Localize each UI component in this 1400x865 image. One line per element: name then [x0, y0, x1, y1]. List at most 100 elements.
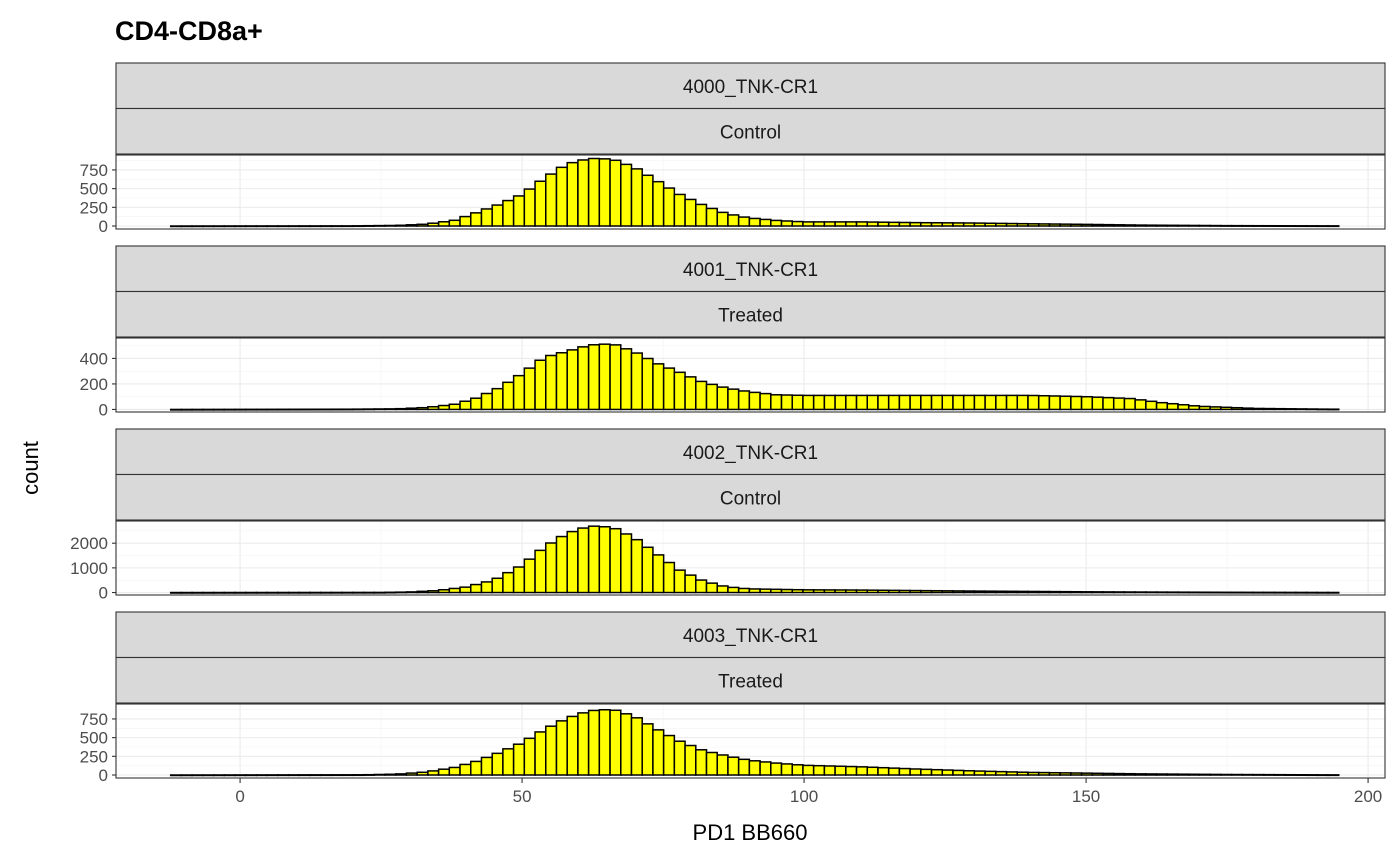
histogram-bar [652, 554, 665, 594]
histogram-bar [202, 591, 215, 594]
histogram-bar [234, 774, 247, 777]
strip-bottom-box [115, 107, 1386, 155]
histogram-bar [1080, 591, 1094, 594]
histogram-bar [502, 748, 515, 776]
histogram-bar [866, 394, 879, 411]
histogram-bar [352, 591, 365, 594]
histogram-bar [545, 542, 558, 594]
histogram-bar [855, 394, 868, 411]
histogram-bar [791, 764, 804, 776]
histogram-bar [716, 386, 729, 411]
histogram-bar [298, 225, 311, 228]
histogram-bar [812, 221, 826, 227]
histogram-bar [448, 219, 461, 227]
strip-top-box [115, 611, 1386, 659]
histogram-bar [1059, 590, 1072, 594]
histogram-bar [780, 763, 793, 776]
histogram-bar [534, 359, 547, 411]
histogram-bar [555, 352, 568, 411]
histogram-bar [330, 591, 343, 594]
histogram-bar [1059, 772, 1072, 776]
y-tick-label: 750 [80, 710, 108, 729]
histogram-bar [362, 773, 376, 776]
y-tick-label: 0 [99, 766, 108, 785]
histogram-bar [1145, 591, 1158, 594]
y-tick-label: 400 [80, 349, 108, 368]
histogram-bar [1187, 591, 1201, 594]
y-tick-label: 0 [99, 217, 108, 236]
histogram-bar [1027, 590, 1040, 594]
x-axis-title: PD1 BB660 [693, 820, 808, 845]
histogram-bar [1016, 394, 1029, 411]
histogram-bar [191, 408, 204, 411]
histogram-bar [909, 221, 922, 227]
histogram-bar [169, 225, 183, 228]
histogram-bar [834, 394, 847, 411]
strip-label-group: Treated [718, 671, 783, 692]
panel-border [115, 337, 1386, 413]
histogram-bar [277, 774, 290, 777]
histogram-bar [962, 222, 976, 227]
histogram-bar [984, 770, 997, 776]
histogram-bar [1080, 772, 1094, 776]
histogram-bar [684, 574, 697, 594]
histogram-bar [1112, 224, 1126, 227]
histogram-bar [1134, 591, 1147, 594]
histogram-bar [727, 756, 740, 776]
histogram-bar [1166, 224, 1179, 227]
histogram-bar [470, 583, 483, 594]
strip-bottom-box [115, 473, 1386, 521]
histogram-bar [1327, 774, 1340, 777]
histogram-bar [1145, 773, 1158, 776]
histogram-bar [737, 390, 751, 411]
histogram-bar [887, 221, 901, 227]
histogram-bar [212, 774, 226, 777]
histogram-bar [255, 591, 268, 594]
histogram-bar [1230, 773, 1244, 776]
histogram-bar [298, 408, 311, 411]
histogram-bar [1027, 771, 1040, 776]
histogram-bar [512, 566, 526, 594]
histogram-bar [266, 774, 279, 777]
histogram-bar [341, 591, 354, 594]
histogram-bar [652, 180, 665, 227]
histogram-bar [770, 588, 783, 594]
histogram-bar [470, 212, 483, 227]
histogram-bar [780, 394, 793, 411]
histogram-bar [480, 756, 493, 776]
histogram-bar [480, 581, 493, 594]
histogram-bar [1027, 223, 1040, 227]
histogram-bar [587, 344, 601, 411]
histogram-bar [620, 713, 633, 776]
histogram-bar [662, 561, 676, 594]
histogram-bar [845, 394, 858, 411]
histogram-bar [1016, 222, 1029, 227]
histogram-bar [995, 394, 1008, 411]
facet-panel-3: 4002_TNK-CR1 Control 0 1000 2000 [70, 428, 1386, 603]
histogram-bar [309, 225, 322, 228]
histogram-bar [920, 394, 933, 411]
histogram-bar [384, 408, 397, 411]
histogram-bar [620, 533, 633, 594]
histogram-bar [920, 589, 933, 594]
histogram-bar [1220, 406, 1233, 411]
histogram-bar [941, 590, 954, 594]
histogram-bar [169, 591, 183, 594]
histogram-bar [770, 762, 783, 776]
strip-bottom-box [115, 656, 1386, 704]
histogram-bar [770, 394, 783, 411]
histogram-bar [587, 709, 601, 776]
histogram-bar [759, 588, 772, 594]
histogram-bar [845, 589, 858, 594]
histogram-bar [341, 774, 354, 777]
histogram-bar [930, 768, 944, 776]
histogram-bar [577, 159, 590, 227]
histogram-bar [748, 391, 761, 411]
histogram-bar [448, 766, 461, 776]
histogram-bar [1316, 225, 1329, 228]
histogram-bar [502, 381, 515, 411]
histogram-bar [1048, 395, 1061, 411]
histogram-bar [705, 751, 718, 776]
histogram-bar [1305, 591, 1319, 594]
histogram-bar [534, 180, 547, 227]
